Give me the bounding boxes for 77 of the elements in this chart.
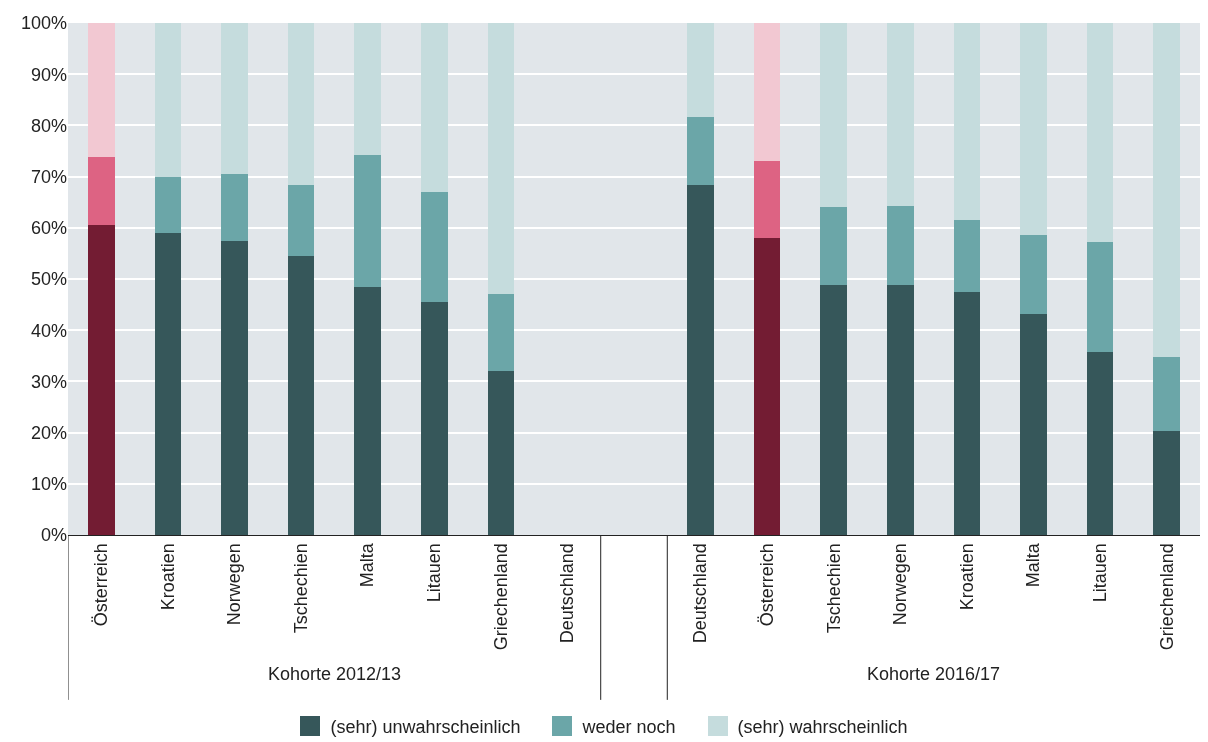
bar <box>1086 23 1114 242</box>
bar <box>1086 241 1114 353</box>
bar <box>87 23 115 158</box>
bar <box>753 23 781 162</box>
x-tick-label: Malta <box>357 542 378 588</box>
x-tick-label: Malta <box>1023 542 1044 588</box>
bar <box>687 23 714 117</box>
x-tick-label: Deutschland <box>690 543 711 644</box>
bar <box>953 220 981 292</box>
x-tick-label: Kroatien <box>956 543 977 611</box>
bar <box>1020 235 1047 314</box>
x-tick-label: Griechenland <box>490 543 511 651</box>
text: Kohorte 2012/13 <box>268 664 402 684</box>
bar <box>820 207 848 286</box>
bar <box>420 302 448 535</box>
text: Kohorte 2016/17 <box>867 664 1001 684</box>
legend-label: weder noch <box>581 716 676 738</box>
x-tick-label: Deutschland <box>557 543 578 644</box>
bar <box>87 225 115 535</box>
y-tick-label: 90% <box>30 64 67 85</box>
bar <box>154 232 182 535</box>
legend-label: (sehr) unwahrscheinlich <box>329 716 521 738</box>
x-tick-label: Litauen <box>424 543 445 603</box>
bar <box>154 176 182 233</box>
y-tick-label: 20% <box>30 422 67 443</box>
bar <box>487 23 515 295</box>
x-tick-label: Österreich <box>757 543 778 627</box>
bar <box>221 23 248 175</box>
y-tick-label: 80% <box>30 115 67 136</box>
x-tick-label: Österreich <box>91 543 112 627</box>
legend-label: (sehr) wahrscheinlich <box>736 716 908 738</box>
x-tick-label: Kroatien <box>157 543 178 611</box>
y-tick-label: 0% <box>40 525 67 546</box>
bar <box>1153 431 1181 535</box>
bar <box>820 285 848 535</box>
bar <box>820 23 848 208</box>
x-tick-label: Tschechien <box>823 543 844 634</box>
bar <box>354 155 381 287</box>
x-tick-label: Griechenland <box>1156 543 1177 651</box>
bar <box>753 161 781 239</box>
bar <box>1020 23 1047 236</box>
bar <box>887 23 914 206</box>
bar <box>354 23 381 156</box>
bar <box>221 174 248 241</box>
bar <box>287 185 315 256</box>
x-tick-label: Norwegen <box>224 543 245 626</box>
bar <box>753 238 781 535</box>
y-tick-label: 30% <box>30 371 67 392</box>
y-tick-label: 40% <box>30 320 67 341</box>
y-tick-label: 60% <box>30 218 67 239</box>
x-tick-label: Tschechien <box>290 543 311 634</box>
bar <box>287 23 315 186</box>
bar <box>687 116 714 186</box>
y-tick-label: 10% <box>30 474 67 495</box>
bar <box>1153 357 1181 432</box>
bar <box>887 285 914 535</box>
bar <box>1020 313 1047 535</box>
bar <box>953 291 981 535</box>
bar <box>1086 352 1114 535</box>
y-tick-label: 50% <box>30 269 67 290</box>
bar <box>487 294 515 372</box>
x-tick-label: Norwegen <box>890 543 911 626</box>
bar <box>953 23 981 221</box>
bar <box>1153 23 1181 358</box>
y-tick-label: 70% <box>30 166 67 187</box>
bar <box>87 157 115 226</box>
bar <box>287 255 315 535</box>
bar <box>221 240 248 535</box>
bar <box>887 205 914 286</box>
x-tick-label: Litauen <box>1089 543 1110 603</box>
bar <box>487 371 515 535</box>
bar <box>354 286 381 535</box>
bar <box>154 23 182 177</box>
bar <box>420 191 448 303</box>
bar <box>687 185 714 535</box>
bar <box>420 23 448 192</box>
y-tick-label: 100% <box>20 13 67 34</box>
